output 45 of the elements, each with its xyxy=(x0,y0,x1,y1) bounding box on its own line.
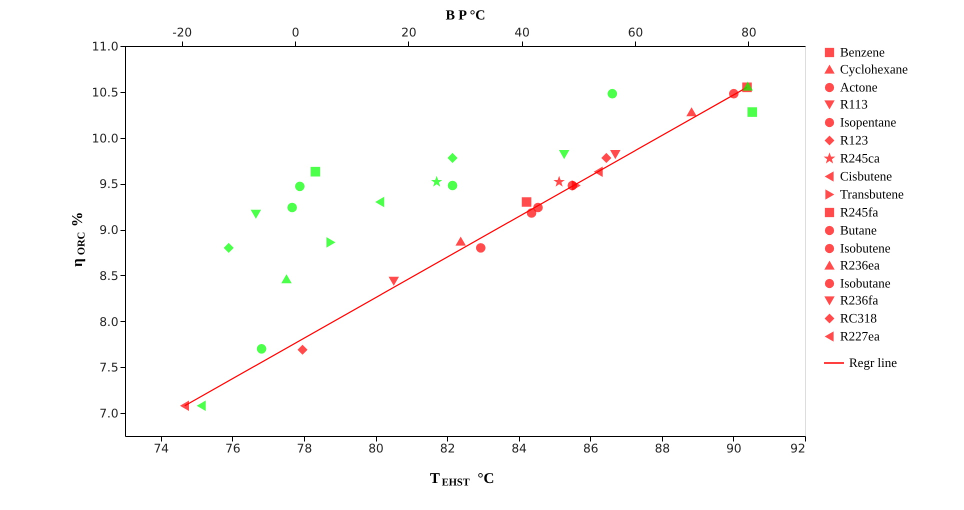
x-tick-label: 82 xyxy=(440,442,456,456)
legend-label: RC318 xyxy=(840,310,877,326)
legend-label: R227ea xyxy=(840,328,880,344)
legend-label: Cyclohexane xyxy=(840,62,908,76)
legend-label: Transbutene xyxy=(840,186,904,202)
x-tick-label: 76 xyxy=(225,442,241,456)
y-tick-label: 10.5 xyxy=(92,85,118,100)
y-tick-label: 11.0 xyxy=(92,40,118,54)
legend-label: R113 xyxy=(840,96,868,112)
x2-tick-label: 0 xyxy=(292,26,300,40)
legend-label: Regr line xyxy=(849,355,898,370)
x-tick-label: 86 xyxy=(583,442,598,456)
x2-axis-title: B P °C xyxy=(446,8,486,24)
x2-tick-label: -20 xyxy=(172,26,192,40)
x-tick-label: 80 xyxy=(368,442,384,456)
legend-label: Butane xyxy=(840,222,878,238)
y-tick-label: 9.0 xyxy=(99,223,118,238)
y-tick-label: 10.0 xyxy=(92,131,118,146)
legend-label: Isobutene xyxy=(840,240,891,256)
legend-label: R245ca xyxy=(840,150,880,166)
legend-label: R123 xyxy=(840,132,868,148)
y-tick-label: 8.5 xyxy=(99,268,118,283)
x-tick-label: 84 xyxy=(512,442,527,456)
x2-tick-label: 80 xyxy=(741,26,756,40)
x-tick-label: 92 xyxy=(790,442,806,456)
y-tick-label: 7.0 xyxy=(99,406,118,421)
legend-label: R236fa xyxy=(840,292,878,308)
x-tick-label: 78 xyxy=(296,442,312,456)
x2-tick-label: 60 xyxy=(628,26,644,40)
y-tick-label: 8.0 xyxy=(99,314,118,329)
x-tick-label: 90 xyxy=(726,442,742,456)
y-tick-label: 7.5 xyxy=(99,360,118,375)
legend-label: Benzene xyxy=(840,44,885,60)
x-tick-label: 74 xyxy=(154,442,169,456)
legend-label: Isobutane xyxy=(840,276,891,290)
x-tick-label: 88 xyxy=(654,442,670,456)
x2-tick-label: 20 xyxy=(401,26,416,40)
legend-label: Actone xyxy=(840,80,878,94)
legend-label: R245fa xyxy=(840,204,878,220)
legend-label: Cisbutene xyxy=(840,168,892,184)
legend-label: Isopentane xyxy=(840,114,897,130)
legend-label: R236ea xyxy=(840,258,880,272)
y-tick-label: 9.5 xyxy=(99,177,118,192)
y-axis-title: ηORC % xyxy=(70,212,88,267)
x2-tick-label: 40 xyxy=(514,26,530,40)
